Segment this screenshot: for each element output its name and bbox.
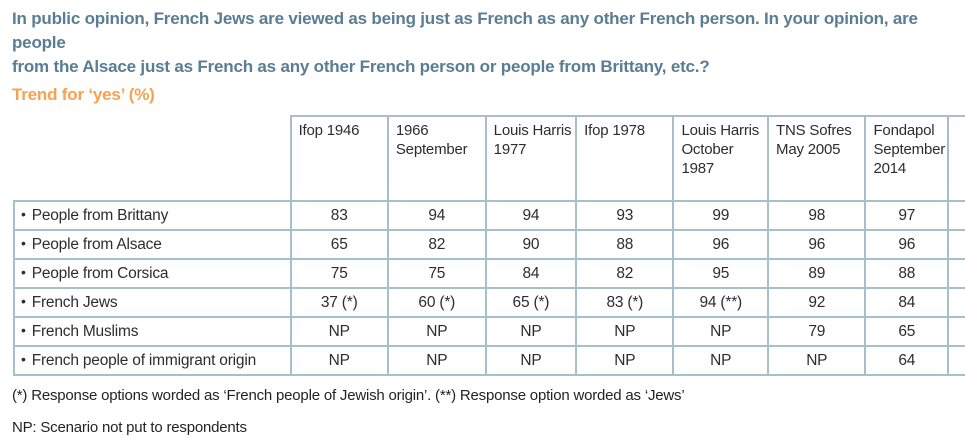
header-row: Ifop 1946 1966 September Louis Harris 1977… [14, 115, 965, 202]
row-label: • French Muslims [13, 316, 292, 347]
cutoff-column-cell [947, 200, 965, 231]
table-row-4: • French Muslims NP NP NP NP NP 79 65 [13, 316, 965, 347]
cutoff-column-cell [947, 287, 965, 318]
cutoff-column-cell [947, 316, 965, 347]
cell-value-r3-c3: 83 (*) [575, 287, 675, 318]
cell-value-r0-c0: 83 [289, 200, 389, 231]
table-row-3: • French Jews 37 (*) 60 (*) 65 (*) 83 (*) 94 (… [13, 287, 965, 318]
row-label: • People from Alsace [13, 229, 292, 260]
cell-value-r1-c2: 90 [484, 229, 578, 260]
cell-value-r3-c5: 92 [767, 287, 867, 318]
row-label-text: People from Alsace [31, 235, 162, 253]
column-header-0: Ifop 1946 [289, 115, 389, 202]
bullet-icon: • [21, 263, 26, 280]
cell-value-r4-c6: 65 [864, 316, 950, 347]
row-label: • French people of immigrant origin [13, 345, 292, 376]
footnotes: (*) Response options worded as ‘French p… [12, 386, 965, 438]
footnote-wording: (*) Response options worded as ‘French p… [12, 387, 685, 404]
cell-value-r3-c0: 37 (*) [289, 287, 389, 318]
cell-value-r5-c6: 64 [864, 345, 950, 376]
cell-value-r1-c4: 96 [672, 229, 770, 260]
table-row-1: • People from Alsace 65 82 90 88 96 96 96 [13, 229, 965, 260]
table-header: Ifop 1946 1966 September Louis Harris 1977… [14, 115, 965, 202]
column-header-5: TNS Sofres May 2005 [767, 115, 867, 202]
row-label: • People from Corsica [13, 258, 292, 289]
cell-value-r2-c6: 88 [864, 258, 950, 289]
cell-value-r1-c3: 88 [575, 229, 675, 260]
row-label-text: People from Brittany [31, 206, 169, 224]
bullet-icon: • [21, 350, 26, 367]
cell-value-r4-c1: NP [386, 316, 487, 347]
trend-subtitle: Trend for ‘yes’ (%) [12, 85, 155, 104]
column-header-3: Ifop 1978 [575, 115, 675, 202]
cell-value-r2-c3: 82 [575, 258, 675, 289]
cell-value-r0-c2: 94 [484, 200, 578, 231]
cell-value-r0-c4: 99 [672, 200, 770, 231]
cutoff-column-cell [947, 345, 965, 376]
table-row-2: • People from Corsica 75 75 84 82 95 89 88 [13, 258, 965, 289]
header-spacer [14, 116, 291, 201]
row-label-text: French Muslims [31, 322, 139, 340]
cell-value-r2-c5: 89 [767, 258, 867, 289]
cell-value-r5-c1: NP [386, 345, 487, 376]
bullet-icon: • [21, 234, 26, 251]
bullet-icon: • [21, 205, 26, 222]
cell-value-r1-c1: 82 [386, 229, 487, 260]
cell-value-r4-c2: NP [484, 316, 578, 347]
survey-question-title: In public opinion, French Jews are viewe… [12, 7, 964, 79]
row-label-text: People from Corsica [31, 264, 169, 282]
table-row-5: • French people of immigrant origin NP NP NP… [13, 345, 965, 376]
row-label: • French Jews [13, 287, 292, 318]
table-body: • People from Brittany 83 94 94 93 99 98 97 • Peop… [13, 200, 965, 376]
cell-value-r4-c4: NP [672, 316, 770, 347]
bullet-icon: • [21, 321, 26, 338]
column-header-6: Fondapol September 2014 [864, 115, 950, 202]
cell-value-r5-c5: NP [767, 345, 867, 376]
cell-value-r2-c2: 84 [484, 258, 578, 289]
cell-value-r5-c2: NP [484, 345, 578, 376]
cell-value-r2-c1: 75 [386, 258, 487, 289]
cell-value-r5-c3: NP [575, 345, 675, 376]
report-page: In public opinion, French Jews are viewe… [12, 7, 965, 436]
cell-value-r0-c1: 94 [386, 200, 487, 231]
cell-value-r3-c6: 84 [864, 287, 950, 318]
cell-value-r3-c4: 94 (**) [672, 287, 770, 318]
row-label: • People from Brittany [13, 200, 292, 231]
cell-value-r5-c4: NP [672, 345, 770, 376]
cutoff-column-cell [947, 229, 965, 260]
cell-value-r0-c3: 93 [575, 200, 675, 231]
cell-value-r3-c2: 65 (*) [484, 287, 578, 318]
cell-value-r0-c6: 97 [864, 200, 950, 231]
cell-value-r1-c5: 96 [767, 229, 867, 260]
column-header-4: Louis Harris October 1987 [672, 115, 770, 202]
row-label-text: French people of immigrant origin [31, 351, 256, 369]
cutoff-column-cell [947, 258, 965, 289]
cell-value-r5-c0: NP [289, 345, 389, 376]
cell-value-r2-c4: 95 [672, 258, 770, 289]
cell-value-r4-c5: 79 [767, 316, 867, 347]
cell-value-r0-c5: 98 [767, 200, 867, 231]
survey-results-table: Ifop 1946 1966 September Louis Harris 1977… [13, 115, 965, 376]
cell-value-r1-c6: 96 [864, 229, 950, 260]
footnote-np-legend: NP: Scenario not put to respondents [12, 419, 247, 436]
column-header-1: 1966 September [386, 115, 487, 202]
cell-value-r4-c0: NP [289, 316, 389, 347]
cell-value-r1-c0: 65 [289, 229, 389, 260]
cell-value-r3-c1: 60 (*) [386, 287, 487, 318]
row-label-text: French Jews [31, 293, 118, 311]
column-header-2: Louis Harris 1977 [484, 115, 578, 202]
cell-value-r2-c0: 75 [289, 258, 389, 289]
bullet-icon: • [21, 292, 26, 309]
question-line-1: In public opinion, French Jews are viewe… [12, 9, 918, 52]
cell-value-r4-c3: NP [575, 316, 675, 347]
table-row-0: • People from Brittany 83 94 94 93 99 98 97 [13, 200, 965, 231]
cutoff-column-header [947, 115, 965, 202]
question-line-2: from the Alsace just as French as any ot… [12, 57, 710, 76]
